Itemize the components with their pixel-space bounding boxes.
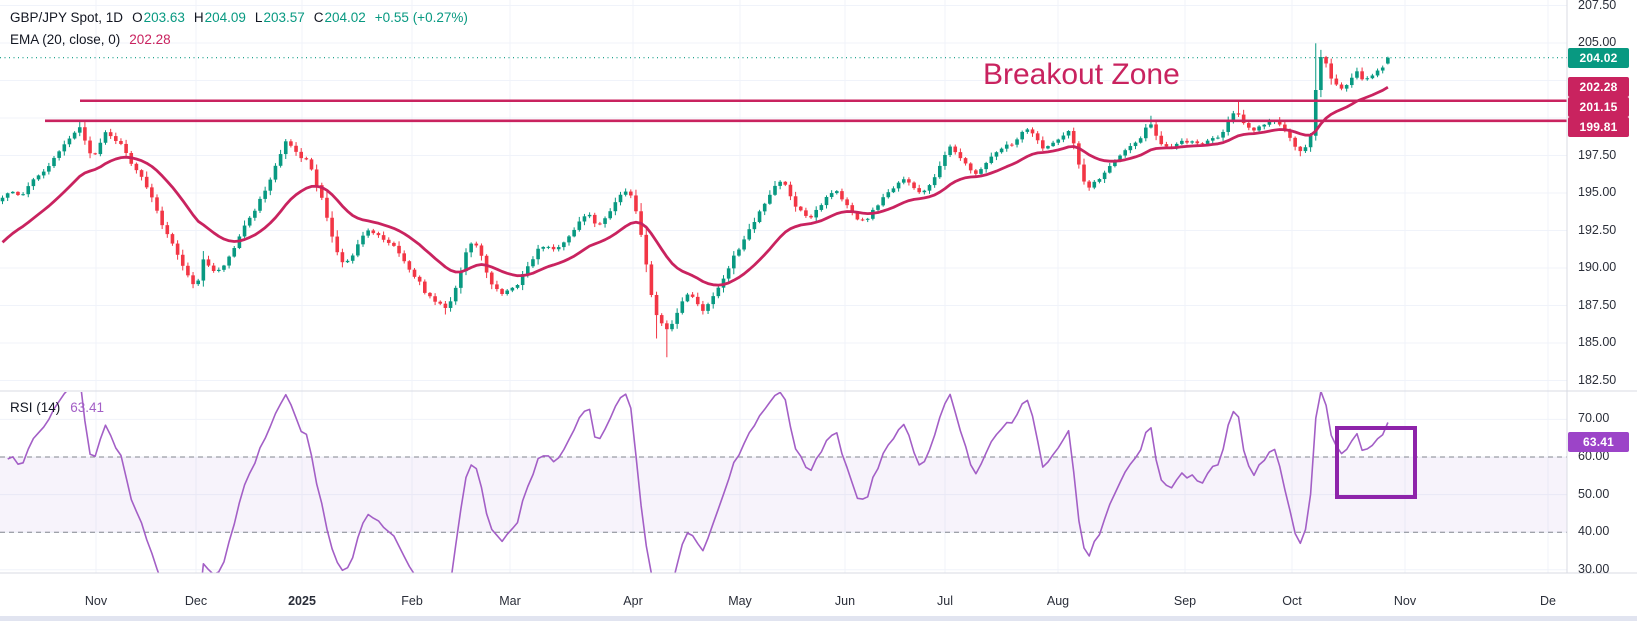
time-tick-label: Apr	[623, 594, 643, 608]
ema-label: EMA (20, close, 0)	[10, 31, 121, 47]
breakout-zone-annotation[interactable]: Breakout Zone	[983, 58, 1180, 91]
rsi-box-annotation[interactable]	[1335, 426, 1417, 499]
time-tick-label: May	[728, 594, 752, 608]
time-tick-label: Nov	[1393, 594, 1417, 608]
rsi-value: 63.41	[70, 399, 105, 415]
rsi-tick-label: 70.00	[1578, 411, 1610, 425]
ema-value: 202.28	[129, 31, 171, 47]
price-axis[interactable]: 207.50 205.00 197.50 195.00 192.50 190.00 187.…	[1567, 0, 1637, 576]
ema-legend-row[interactable]: EMA (20, close, 0) 202.28	[10, 28, 468, 50]
time-tick-label: 2025	[288, 594, 316, 608]
time-tick-label: De	[1540, 594, 1556, 608]
ohlc-high: H 204.09	[193, 9, 246, 25]
time-tick-label: Oct	[1282, 594, 1302, 608]
rsi-tick-label: 30.00	[1578, 562, 1610, 576]
time-tick-label: Jul	[937, 594, 953, 608]
price-tick-label: 185.00	[1578, 335, 1617, 349]
price-tick-label: 187.50	[1578, 298, 1617, 312]
rsi-tick-label: 50.00	[1578, 487, 1610, 501]
level-201-badge: 201.15	[1568, 97, 1629, 117]
price-tick-label: 190.00	[1578, 260, 1617, 274]
rsi-line[interactable]	[7, 378, 1389, 621]
time-tick-label: Dec	[184, 594, 208, 608]
main-legend: GBP/JPY Spot, 1D O 203.63 H 204.09 L 203.57…	[10, 6, 468, 50]
price-tick-label: 195.00	[1578, 185, 1617, 199]
ohlc-close: C 204.02	[313, 9, 366, 25]
time-tick-label: Sep	[1173, 594, 1197, 608]
time-tick-label: Jun	[834, 594, 856, 608]
change-value: +0.55 (+0.27%)	[374, 9, 468, 25]
time-tick-label: Mar	[499, 594, 521, 608]
symbol-legend-row[interactable]: GBP/JPY Spot, 1D O 203.63 H 204.09 L 203.57…	[10, 6, 468, 28]
price-tick-label: 192.50	[1578, 223, 1617, 237]
time-tick-label: Feb	[401, 594, 423, 608]
time-tick-label: Aug	[1046, 594, 1070, 608]
rsi-value-badge: 63.41	[1568, 432, 1629, 452]
bottom-border-strip	[0, 616, 1637, 621]
rsi-tick-label: 60.00	[1578, 449, 1610, 463]
ema-line[interactable]	[1, 85, 1389, 287]
rsi-tick-label: 40.00	[1578, 524, 1610, 538]
price-tick-label: 182.50	[1578, 373, 1617, 387]
ohlc-open: O 203.63	[132, 9, 185, 25]
time-axis[interactable]: Nov Dec 2025 Feb Mar Apr May Jun Jul Aug Sep Oct Nov…	[0, 573, 1637, 616]
price-tick-label: 207.50	[1578, 0, 1617, 12]
current-price-badge: 204.02	[1568, 48, 1629, 68]
price-tick-label: 205.00	[1578, 35, 1617, 49]
price-tick-label: 197.50	[1578, 148, 1617, 162]
symbol-title: GBP/JPY Spot, 1D	[10, 9, 124, 25]
rsi-label: RSI (14)	[10, 399, 61, 415]
level-199-badge: 199.81	[1568, 117, 1629, 137]
rsi-legend-row[interactable]: RSI (14) 63.41	[10, 398, 104, 416]
rsi-band	[0, 457, 1567, 533]
ema-price-badge: 202.28	[1568, 77, 1629, 97]
ohlc-low: L 203.57	[254, 9, 305, 25]
time-tick-label: Nov	[84, 594, 108, 608]
